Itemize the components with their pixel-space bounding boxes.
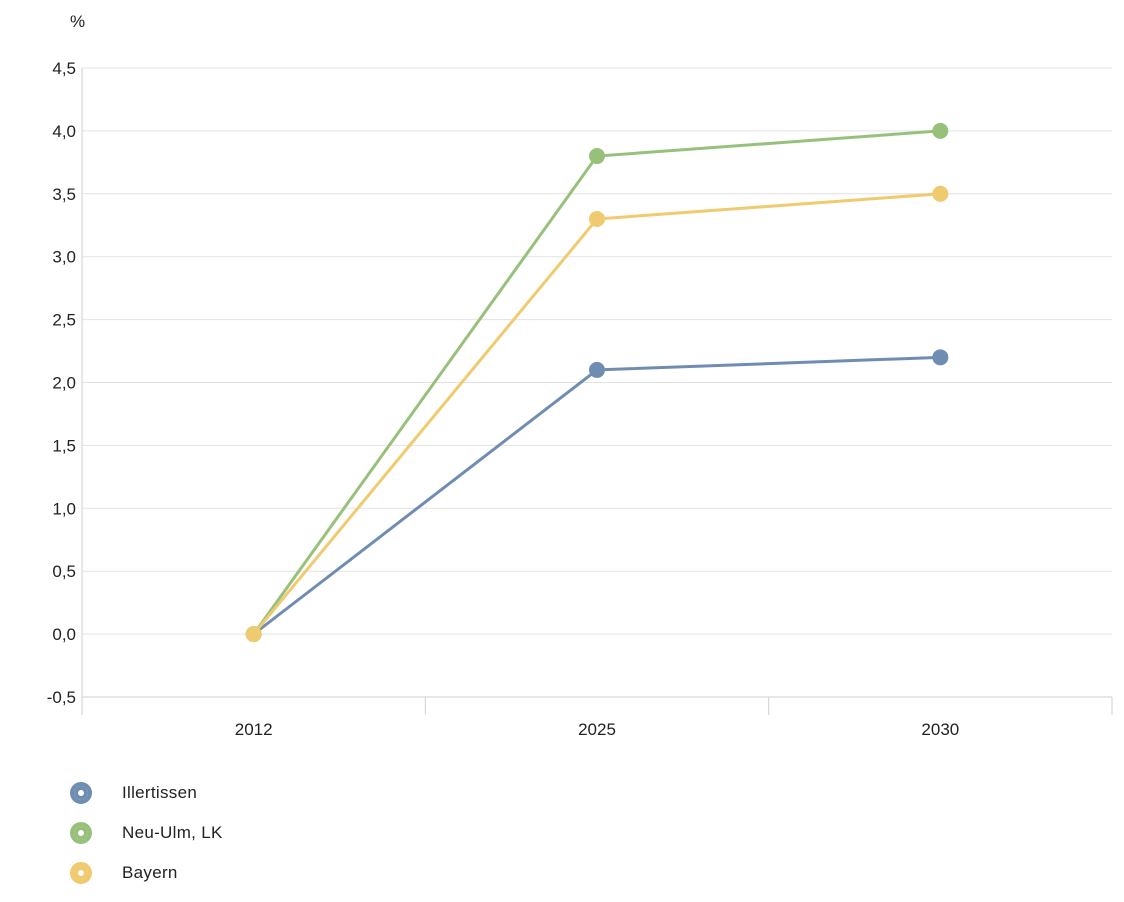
data-point-bayern bbox=[932, 185, 949, 202]
data-point-bayern bbox=[245, 626, 262, 643]
y-tick-labels: 4,5 4,0 3,5 3,0 2,5 2,0 1,5 1,0 0,5 0,0 -0,5 bbox=[47, 59, 76, 707]
series-line-bayern bbox=[252, 192, 941, 636]
y-tick-label: 2,5 bbox=[52, 311, 76, 330]
y-tick-label: 0,0 bbox=[52, 625, 76, 644]
x-tick-label: 2025 bbox=[578, 720, 616, 739]
data-point-illertissen bbox=[589, 361, 605, 378]
y-axis-unit-label: % bbox=[70, 12, 85, 31]
series-line-illertissen bbox=[252, 355, 941, 636]
data-point-neu-ulm-lk bbox=[932, 122, 949, 139]
legend-item[interactable]: Illertissen bbox=[70, 782, 223, 804]
axes bbox=[81, 68, 1113, 715]
data-point-neu-ulm-lk bbox=[589, 148, 605, 165]
legend-item[interactable]: Neu-Ulm, LK bbox=[70, 822, 223, 844]
data-point-illertissen bbox=[932, 349, 949, 366]
legend-label: Bayern bbox=[122, 863, 178, 882]
x-tick-labels: 2012 2025 2030 bbox=[235, 720, 959, 739]
data-point-bayern bbox=[589, 210, 605, 227]
x-tick-label: 2030 bbox=[921, 720, 959, 739]
legend-marker-icon bbox=[70, 862, 92, 884]
y-tick-label: 1,0 bbox=[52, 499, 76, 518]
legend: Illertissen Neu-Ulm, LK Bayern bbox=[70, 782, 223, 902]
y-tick-label: 0,5 bbox=[52, 562, 76, 581]
y-tick-label: 3,5 bbox=[52, 185, 76, 204]
legend-label: Neu-Ulm, LK bbox=[122, 823, 223, 842]
legend-marker-icon bbox=[70, 782, 92, 804]
y-tick-label: -0,5 bbox=[47, 688, 76, 707]
y-tick-label: 2,0 bbox=[52, 374, 76, 393]
y-tick-label: 4,5 bbox=[52, 59, 76, 78]
line-chart: % 4,5 4,0 3,5 3,0 2,5 2,0 1,5 1,0 0,5 0,0 -0,5 201… bbox=[47, 12, 1113, 739]
legend-item[interactable]: Bayern bbox=[70, 862, 223, 884]
y-tick-label: 3,0 bbox=[52, 248, 76, 267]
y-tick-label: 1,5 bbox=[52, 436, 76, 455]
gridlines bbox=[82, 67, 1112, 635]
y-tick-label: 4,0 bbox=[52, 122, 76, 141]
x-tick-label: 2012 bbox=[235, 720, 273, 739]
legend-label: Illertissen bbox=[122, 783, 198, 802]
series-points bbox=[245, 122, 949, 643]
legend-marker-icon bbox=[70, 822, 92, 844]
